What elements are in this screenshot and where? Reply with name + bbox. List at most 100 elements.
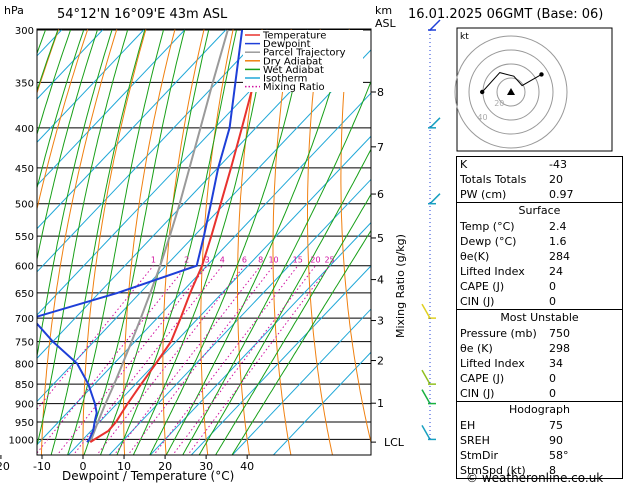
parcel-trajectory — [89, 29, 229, 443]
km-tick-4: 4 — [377, 274, 384, 287]
isotherm--70 — [37, 29, 186, 187]
index-label: SREH — [460, 434, 490, 447]
wet-adiabat — [37, 29, 129, 448]
mixing-ratio-line-3 — [56, 265, 208, 455]
storm-motion-marker — [507, 88, 515, 95]
index-row: Totals Totals 20 — [457, 172, 622, 187]
pressure-tick-850: 850 — [15, 380, 34, 391]
index-label: Lifted Index — [460, 265, 525, 278]
index-value: -43 — [549, 158, 567, 171]
km-axis: 8 7 6 5 4 3 2 1 LCL — [371, 86, 405, 449]
index-value: 298 — [549, 342, 570, 355]
wind-barb — [428, 19, 441, 31]
index-label: CAPE (J) — [460, 372, 505, 385]
km-tick-3: 3 — [377, 315, 384, 328]
mixing-ratio-label-2: 2 — [184, 256, 189, 265]
isotherm-50 — [272, 351, 371, 455]
km-tick-8: 8 — [377, 86, 384, 99]
index-value: 1.6 — [549, 235, 567, 248]
index-value: 24 — [549, 265, 563, 278]
index-value: 34 — [549, 357, 563, 370]
index-label: Temp (°C) — [460, 220, 515, 233]
index-label: CIN (J) — [460, 295, 495, 308]
x-tick-40: 40 — [240, 460, 254, 473]
index-value: 75 — [549, 419, 563, 432]
background-lines — [37, 29, 371, 455]
hodo-indices: EH 75 SREH 90 StmDir 58° StmSpd (kt) 8 — [457, 418, 622, 478]
hodograph-frame — [456, 27, 613, 152]
x-tick--10: -10 — [33, 460, 51, 473]
x-tick-20: 20 — [158, 460, 172, 473]
legend-label: Parcel Trajectory — [263, 48, 346, 59]
index-label: PW (cm) — [460, 188, 507, 201]
hpa-label: hPa — [4, 4, 24, 17]
index-label: Lifted Index — [460, 357, 525, 370]
pressure-tick-400: 400 — [15, 124, 34, 135]
dry-adiabat — [162, 29, 205, 455]
index-value: 0 — [549, 280, 556, 293]
plot-frame — [36, 28, 372, 456]
mixing-ratio-line-10 — [127, 265, 274, 455]
mixing-ratio-label-15: 15 — [293, 256, 303, 265]
km-tick-LCL: LCL — [384, 436, 405, 449]
isotherm--10 — [37, 92, 371, 446]
pressure-tick-750: 750 — [15, 338, 34, 349]
mixing-ratio-labels: 1 2 3 4 6 8 10 15 20 25 — [151, 256, 335, 265]
index-value: 2.4 — [549, 220, 567, 233]
index-row: Lifted Index 24 — [457, 264, 622, 279]
mixing-ratio-label-1: 1 — [151, 256, 156, 265]
index-row: Lifted Index 34 — [457, 356, 622, 371]
hodograph-point — [480, 89, 485, 95]
x-tick--20: -20 — [0, 460, 10, 473]
mixing-ratio-label-10: 10 — [268, 256, 278, 265]
mixing-ratio-label-20: 20 — [310, 256, 320, 265]
x-tick-0: 0 — [80, 460, 87, 473]
index-row: StmSpd (kt) 8 — [457, 463, 622, 478]
isotherm-20 — [149, 221, 371, 455]
wet-adiabat — [99, 29, 210, 455]
mixing-ratio-line-6 — [96, 265, 245, 455]
x-tick-30: 30 — [199, 460, 213, 473]
index-label: CIN (J) — [460, 387, 495, 400]
km-tick-1: 1 — [377, 397, 384, 410]
index-label: θe (K) — [460, 342, 493, 355]
index-label: StmDir — [460, 449, 499, 462]
isotherm-40 — [231, 308, 371, 455]
index-value: 20 — [549, 173, 563, 186]
index-row: Dewp (°C) 1.6 — [457, 234, 622, 249]
pressure-tick-650: 650 — [15, 289, 34, 300]
index-value: 284 — [549, 250, 570, 263]
index-row: CIN (J) 0 — [457, 294, 622, 309]
wind-barb — [421, 303, 436, 319]
dry-adiabat — [200, 29, 234, 455]
hodograph-unit: kt — [460, 32, 469, 42]
mixing-ratio-line-2 — [37, 265, 187, 454]
mixing-ratio-line-1 — [37, 265, 154, 411]
index-row: K -43 — [457, 157, 622, 172]
surface-indices: Temp (°C) 2.4 Dewp (°C) 1.6 θe(K) 284 Lifted I… — [457, 219, 622, 309]
index-label: Dewp (°C) — [460, 235, 517, 248]
mixing-ratio-label-8: 8 — [258, 256, 263, 265]
hodo-title: Hodograph — [457, 401, 622, 418]
hodograph-ring-label: 20 — [494, 99, 504, 108]
x-tick-10: 10 — [117, 460, 131, 473]
wet-adiabat — [37, 29, 113, 360]
dry-adiabat — [40, 29, 118, 455]
dry-adiabat — [82, 29, 147, 455]
mixing-ratio-label-4: 4 — [220, 256, 225, 265]
index-table: K -43 Totals Totals 20 PW (cm) 0.97 Surface T… — [456, 156, 623, 479]
pressure-tick-800: 800 — [15, 360, 34, 371]
dry-adiabat — [340, 29, 371, 445]
wind-barb — [428, 117, 441, 129]
index-label: CAPE (J) — [460, 280, 505, 293]
wet-adiabat — [182, 79, 371, 455]
hodograph-trace — [481, 72, 542, 93]
index-value: 90 — [549, 434, 563, 447]
km-tick-7: 7 — [377, 141, 384, 154]
index-row: Pressure (mb) 750 — [457, 326, 622, 341]
wet-adiabat — [116, 29, 237, 455]
wind-barb — [421, 425, 436, 441]
index-row: θe(K) 284 — [457, 249, 622, 264]
index-row: CIN (J) 0 — [457, 386, 622, 401]
